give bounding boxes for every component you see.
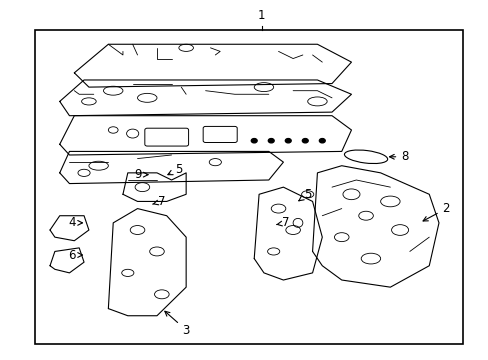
Text: 8: 8 <box>389 150 408 163</box>
Text: 7: 7 <box>276 216 289 229</box>
Circle shape <box>285 139 290 143</box>
Text: 4: 4 <box>68 216 82 229</box>
Bar <box>35 30 462 344</box>
Text: 2: 2 <box>422 202 449 221</box>
Text: 5: 5 <box>167 163 182 176</box>
Text: 6: 6 <box>68 248 82 261</box>
Circle shape <box>319 139 325 143</box>
Text: 7: 7 <box>152 195 165 208</box>
Text: 3: 3 <box>164 311 189 337</box>
Text: 1: 1 <box>257 9 264 22</box>
Circle shape <box>251 139 257 143</box>
Circle shape <box>268 139 274 143</box>
Text: 9: 9 <box>134 168 148 181</box>
Text: 5: 5 <box>298 188 311 201</box>
Circle shape <box>302 139 307 143</box>
